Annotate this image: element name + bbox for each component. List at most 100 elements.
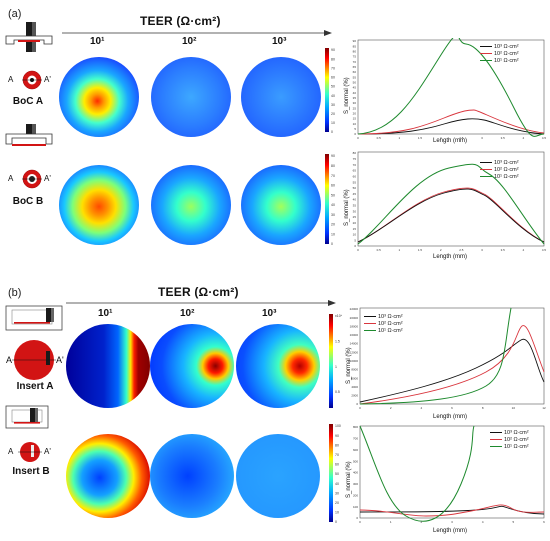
plot-b-bottom-ytick-0: 800 bbox=[353, 425, 358, 429]
ring-right-label-insert-b: A' bbox=[44, 447, 51, 456]
plot-b-top-ytick-10: 2000 bbox=[351, 394, 358, 398]
teer-title-b: TEER (Ω·cm²) bbox=[158, 285, 239, 299]
heatmap-insert-b-2 bbox=[150, 434, 234, 518]
plot-a-top-xtick-2: 1 bbox=[398, 136, 400, 140]
plot-b-bottom-xtick-1: 1 bbox=[390, 520, 392, 524]
heatmap-boc-a-1 bbox=[59, 57, 139, 137]
plot-b-bottom-ytick-8: 0 bbox=[356, 516, 358, 520]
ring-right-label-insert-a: A' bbox=[56, 355, 64, 365]
cb-a-bottom-tick-0: 90 bbox=[331, 154, 335, 158]
plot-b-bottom-xtick-4: 4 bbox=[482, 520, 484, 524]
cb-a-bottom-tick-2: 70 bbox=[331, 174, 335, 178]
col-label-a-3: 10³ bbox=[272, 36, 287, 47]
plot-a-bottom-ytick-3: 65 bbox=[353, 169, 357, 173]
teer-title-a: TEER (Ω·cm²) bbox=[140, 14, 221, 28]
plot-a-top-ytick-3: 75 bbox=[353, 55, 357, 59]
cb-b-bottom-tick-6: 40 bbox=[335, 482, 339, 486]
plot-a-top-ylabel: S_normal (%) bbox=[344, 77, 350, 114]
plot-a-bottom-xtick-0: 0 bbox=[357, 248, 359, 252]
plot-a-bottom-ylabel: S_normal (%) bbox=[344, 189, 350, 226]
plot-a-bottom-ytick-12: 20 bbox=[353, 221, 357, 225]
plot-a-top-ytick-2: 80 bbox=[353, 50, 357, 54]
heatmap-boc-b-2 bbox=[151, 165, 231, 245]
plot-a-top-ytick-11: 35 bbox=[353, 96, 357, 100]
cb-a-bottom-tick-6: 30 bbox=[331, 213, 335, 217]
plot-a-bottom-ytick-15: 5 bbox=[354, 238, 356, 242]
cb-b-bottom-tick-10: 0 bbox=[335, 520, 337, 524]
plot-a-top-xtick-8: 4 bbox=[522, 136, 524, 140]
cb-a-top-tick-1: 80 bbox=[331, 57, 335, 61]
cb-a-top-tick-8: 10 bbox=[331, 121, 335, 125]
ring-left-label-boc-a: A bbox=[8, 75, 14, 84]
plot-b-top-xtick-2: 4 bbox=[420, 406, 422, 410]
plot-b-top-ytick-5: 12000 bbox=[350, 350, 359, 354]
plot-a-top-xtick-4: 2 bbox=[440, 136, 442, 140]
plot-a-top-ytick-8: 50 bbox=[353, 81, 357, 85]
plot-a-bottom-ytick-8: 40 bbox=[353, 198, 357, 202]
plot-b-top-ytick-9: 4000 bbox=[351, 385, 358, 389]
plot-a-top-ytick-18: 0 bbox=[354, 132, 356, 136]
plot-a-bottom-xtick-1: 0.5 bbox=[377, 248, 382, 252]
colorbar-a-top: 90 80 70 60 50 40 30 20 10 0 bbox=[325, 48, 335, 134]
insert-b-schematic bbox=[5, 405, 49, 462]
panel-a-label: (a) bbox=[8, 8, 22, 20]
plot-b-top-ytick-11: 0 bbox=[356, 402, 358, 406]
cb-a-bottom-tick-4: 50 bbox=[331, 193, 335, 197]
plot-a-top-xtick-0: 0 bbox=[357, 136, 359, 140]
cb-b-top-tick-0: x10⁴ bbox=[335, 314, 343, 318]
heatmap-insert-b-3 bbox=[236, 434, 320, 518]
colorbar-b-top: x10⁴ 1.5 1 0.5 bbox=[329, 314, 343, 408]
plot-b-bottom-xtick-3: 3 bbox=[451, 520, 453, 524]
plot-a-top-ytick-5: 65 bbox=[353, 65, 357, 69]
plot-b-top-xtick-1: 2 bbox=[390, 406, 392, 410]
panel-b-label: (b) bbox=[8, 287, 22, 299]
plot-a-bottom-ytick-9: 35 bbox=[353, 204, 357, 208]
teer-arrow-b bbox=[66, 300, 336, 306]
cb-a-top-tick-2: 70 bbox=[331, 66, 335, 70]
plot-a-bottom-ytick-10: 30 bbox=[353, 209, 357, 213]
plot-a-top-ytick-0: 90 bbox=[353, 39, 357, 43]
legend-b-top: 10³ Ω·cm² 10² Ω·cm² 10¹ Ω·cm² bbox=[364, 314, 403, 335]
plot-a-bottom-xtick-6: 3 bbox=[481, 248, 483, 252]
plot-b-bottom-ytick-6: 200 bbox=[353, 493, 358, 497]
heatmap-insert-a-2 bbox=[150, 324, 234, 408]
insert-a-schematic bbox=[5, 305, 63, 380]
cb-b-bottom-tick-9: 10 bbox=[335, 511, 339, 515]
heatmap-boc-a-3 bbox=[241, 57, 321, 137]
plot-b-top-ytick-6: 10000 bbox=[350, 359, 359, 363]
plot-b-bottom-xtick-5: 5 bbox=[512, 520, 514, 524]
plot-b-bottom: 800 700 600 500 400 300 200 100 00 1 2 3 4 5 6 bbox=[353, 425, 545, 524]
plot-b-bottom-xlabel: Length (mm) bbox=[432, 528, 467, 534]
plot-a-top-ytick-17: 5 bbox=[354, 127, 356, 131]
cb-b-bottom-tick-1: 90 bbox=[335, 434, 339, 438]
ring-left-label-insert-b: A bbox=[8, 447, 14, 456]
plot-a-bottom-ytick-14: 10 bbox=[353, 233, 357, 237]
plot-b-top-ytick-1: 20000 bbox=[350, 316, 359, 320]
insert-a-heatmaps bbox=[66, 324, 320, 408]
cb-b-top-tick-3: 0.5 bbox=[335, 390, 340, 394]
legend-b-bottom: 10³ Ω·cm² 10² Ω·cm² 10¹ Ω·cm² bbox=[490, 430, 529, 451]
plot-b-top-ytick-7: 8000 bbox=[351, 368, 358, 372]
plot-a-top-xtick-7: 3.5 bbox=[501, 136, 506, 140]
plot-a-top-ytick-12: 30 bbox=[353, 101, 357, 105]
legend-a-top: 10³ Ω·cm² 10² Ω·cm² 10¹ Ω·cm² bbox=[480, 44, 519, 65]
plot-b-top-ytick-8: 6000 bbox=[351, 376, 358, 380]
plot-a-bottom-ytick-4: 60 bbox=[353, 174, 357, 178]
col-label-b-1: 10¹ bbox=[98, 308, 113, 319]
legend-a-bottom: 10³ Ω·cm² 10² Ω·cm² 10¹ Ω·cm² bbox=[480, 160, 519, 181]
plot-a-bottom-ytick-5: 55 bbox=[353, 180, 357, 184]
cb-a-top-tick-9: 0 bbox=[331, 130, 333, 134]
plot-a-bottom-ytick-6: 50 bbox=[353, 186, 357, 190]
cb-b-top-tick-1: 1.5 bbox=[335, 340, 340, 344]
plot-b-top-ylabel: S_normal (%) bbox=[346, 347, 352, 384]
cb-a-top-tick-5: 40 bbox=[331, 94, 335, 98]
heatmap-boc-a-2 bbox=[151, 57, 231, 137]
plot-a-bottom-xtick-5: 2.5 bbox=[459, 248, 464, 252]
plot-a-top-ytick-15: 15 bbox=[353, 117, 357, 121]
plot-a-top-ytick-7: 55 bbox=[353, 75, 357, 79]
plot-a-bottom-xtick-4: 2 bbox=[440, 248, 442, 252]
plot-b-bottom-ylabel: S_normal (%) bbox=[346, 461, 352, 498]
plot-a-bottom-xtick-9: 4.5 bbox=[542, 248, 547, 252]
